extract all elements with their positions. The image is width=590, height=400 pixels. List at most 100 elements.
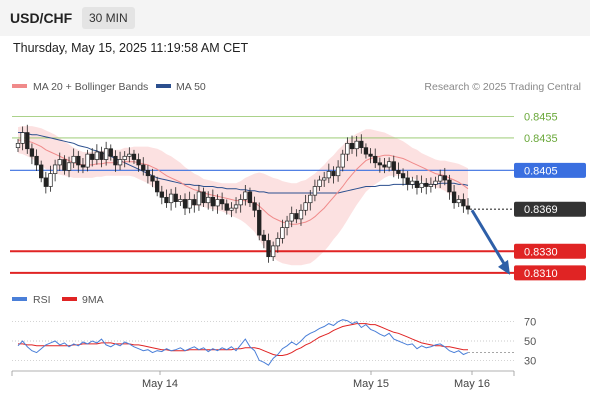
candle-bull	[271, 245, 276, 258]
candle-bear	[80, 164, 86, 168]
candle-bull	[354, 140, 359, 150]
candle-bear	[90, 153, 95, 160]
candle-bear	[382, 164, 387, 168]
candle-bull	[303, 202, 308, 211]
candle-bear	[159, 191, 164, 198]
rsi-tick-label: 70	[524, 317, 536, 329]
time-axis: May 14 May 15 May 16	[11, 370, 515, 390]
candle-bear	[173, 193, 178, 202]
candle-bear	[192, 199, 197, 206]
ma50-line	[18, 132, 469, 194]
candle-bear	[442, 175, 447, 181]
header-bar: USD/CHF 30 MIN	[0, 0, 590, 36]
candle-bull	[15, 142, 21, 149]
candle-bull	[233, 204, 239, 209]
candle-bear	[99, 151, 104, 160]
candle-bull	[20, 132, 25, 144]
candle-bear	[113, 155, 118, 166]
rsi-panel: 70 50 30	[12, 317, 536, 367]
ma50-legend-swatch	[156, 84, 171, 88]
level-badge-resistance	[514, 162, 586, 178]
ma20-line	[18, 139, 469, 225]
candle-bull	[238, 199, 243, 206]
candle-bear	[373, 155, 378, 164]
candle-bull	[456, 199, 461, 204]
candle-bull	[275, 237, 280, 247]
rsi-ma-line	[18, 323, 468, 356]
candle-bull	[229, 207, 234, 211]
candle-bull	[386, 161, 392, 168]
candle-bear	[363, 147, 369, 155]
candle-bear	[136, 159, 141, 166]
level-badge-support	[514, 243, 586, 259]
candle-bear	[405, 177, 410, 185]
bollinger-band-area	[18, 126, 468, 266]
candle-bear	[43, 177, 48, 187]
candle-bull	[438, 175, 443, 182]
candle-bear	[224, 203, 229, 211]
candle-bear	[247, 191, 253, 204]
candle-bull	[317, 179, 322, 187]
rsi-legend-swatch	[12, 297, 27, 301]
candle-bear	[396, 169, 401, 174]
candle-bear	[359, 140, 364, 149]
level-label-last-price: 0.8369	[524, 204, 558, 216]
candle-bull	[178, 199, 183, 202]
candlesticks	[15, 124, 471, 263]
candle-bull	[196, 191, 202, 206]
candle-bull	[206, 196, 211, 204]
candle-bear	[331, 171, 336, 177]
candle-bull	[345, 142, 350, 155]
candle-bull	[308, 194, 313, 204]
moving-averages	[18, 132, 469, 225]
timeframe-button[interactable]: 30 MIN	[82, 7, 135, 29]
projection-arrow	[470, 209, 510, 275]
candle-bear	[400, 173, 406, 179]
candle-bear	[182, 199, 188, 209]
candle-bull	[66, 162, 72, 171]
level-label-support: 0.8310	[524, 268, 558, 280]
candle-bull	[280, 227, 285, 239]
candle-bull	[187, 199, 192, 209]
candle-bull	[52, 164, 58, 174]
chart-datetime: Thursday, May 15, 2025 11:19:58 AM CET	[13, 41, 249, 55]
level-label-support: 0.8330	[524, 246, 558, 258]
candle-bear	[261, 234, 267, 241]
candle-bull	[410, 180, 415, 185]
candle-bear	[451, 191, 457, 204]
bollinger-band-fill	[18, 126, 468, 266]
candle-bear	[39, 164, 44, 179]
candle-bear	[131, 153, 137, 160]
candle-bull	[85, 153, 90, 168]
candle-bull	[127, 153, 132, 157]
candle-bear	[257, 209, 262, 236]
candle-bear	[34, 155, 39, 166]
candle-bear	[76, 155, 81, 166]
time-axis-label: May 16	[454, 378, 490, 390]
candle-bear	[424, 182, 429, 187]
candle-bull	[428, 184, 434, 187]
candle-bear	[29, 148, 35, 157]
candle-bear	[377, 162, 383, 166]
candle-bear	[145, 169, 151, 177]
projection-arrow-shaft	[470, 209, 508, 268]
candle-bull	[335, 166, 341, 177]
ma50-legend-label: MA 50	[176, 81, 206, 93]
rsi-tick-label: 30	[524, 355, 536, 367]
candle-bull	[322, 177, 327, 181]
candle-bull	[48, 173, 53, 187]
candle-bull	[122, 155, 127, 160]
level-label-resistance: 0.8405	[524, 165, 558, 177]
candle-bear	[150, 175, 155, 182]
credit-text: Research © 2025 Trading Central	[424, 81, 581, 93]
candle-bull	[94, 151, 100, 160]
candle-bull	[433, 180, 438, 185]
candle-bull	[168, 193, 174, 204]
candle-bear	[447, 179, 452, 193]
candle-bear	[465, 205, 471, 210]
level-label-resistance-minor: 0.8455	[524, 111, 558, 123]
candle-bear	[25, 132, 30, 150]
price-levels	[10, 115, 514, 274]
candle-bull	[71, 155, 76, 164]
